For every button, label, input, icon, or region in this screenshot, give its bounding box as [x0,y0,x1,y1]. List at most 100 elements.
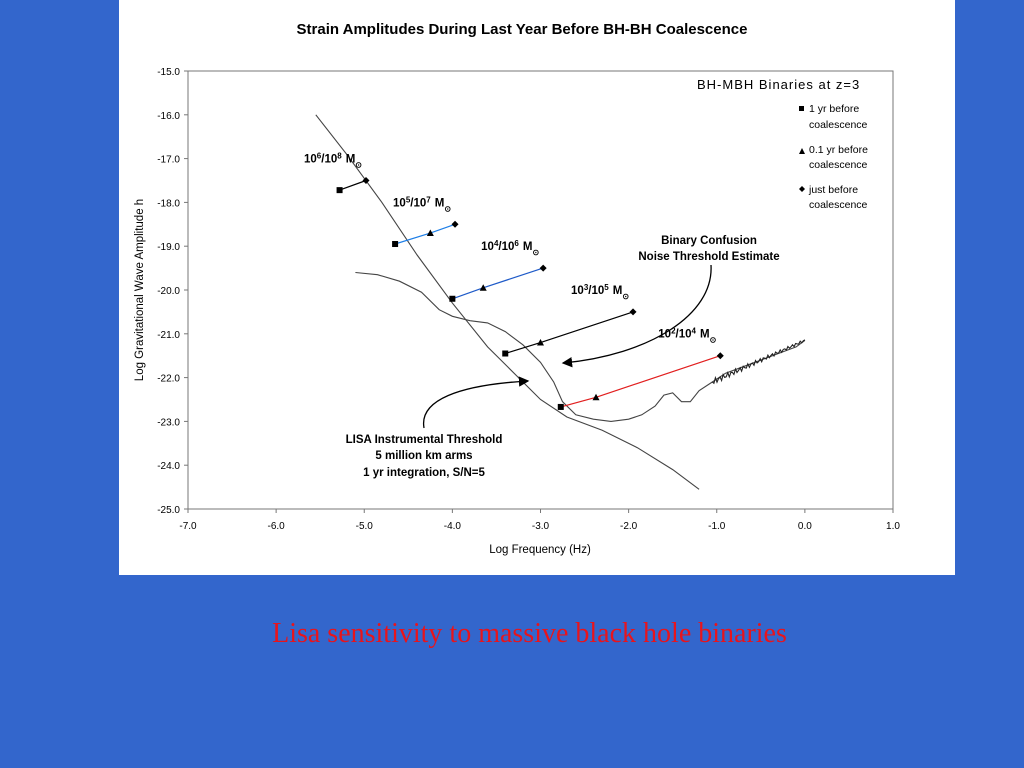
lisa-line3: 1 yr integration, S/N=5 [363,467,485,479]
mass-label-part: M [613,285,623,297]
marker-just-before [629,308,637,316]
mass-label-part: 5 [604,282,609,291]
chart-title: Strain Amplitudes During Last Year Befor… [297,21,748,38]
y-tick-label: -20.0 [157,286,180,297]
lisa-line1: LISA Instrumental Threshold [346,434,503,446]
mass-label-part: /10 [588,285,604,297]
x-tick-label: -7.0 [179,521,197,532]
legend-title: BH-MBH Binaries at z=3 [697,77,860,92]
mass-label-series-2: 105/107 M⊙ [393,195,451,213]
y-axis-label: Log Gravitational Wave Amplitude h [134,199,146,381]
y-tick-label: -21.0 [157,330,180,341]
sun-symbol: ⊙ [532,248,539,257]
mass-label-part: 3 [584,282,589,291]
marker-0.1yr [592,393,600,401]
y-tick-label: -23.0 [157,417,180,428]
legend: BH-MBH Binaries at z=3 1 yr before coale… [697,77,868,211]
y-tick-label: -18.0 [157,198,180,209]
confusion-wiggle-tail [711,339,806,385]
y-tick-label: -22.0 [157,374,180,385]
lisa-arrow [423,376,530,429]
marker-1yr [502,350,509,357]
x-tick-label: -3.0 [532,521,550,532]
marker-1yr [336,187,343,194]
confusion-annotation: Binary Confusion Noise Threshold Estimat… [561,235,780,368]
marker-0.1yr [426,229,434,237]
legend-square-marker [799,106,804,111]
mass-label-part: 4 [494,239,499,248]
confusion-arrow [561,264,712,368]
marker-0.1yr [479,284,487,291]
slide-caption: Lisa sensitivity to massive black hole b… [272,618,787,649]
mass-label-part: 6 [317,151,322,160]
legend-triangle-marker [799,148,805,154]
legend-entry-1-line1: 1 yr before [809,103,859,115]
marker-just-before [716,352,724,360]
sun-symbol: ⊙ [710,335,717,344]
legend-entry-2-line1: 0.1 yr before [809,144,868,156]
y-tick-label: -25.0 [157,505,180,516]
y-tick-label: -15.0 [157,67,180,78]
mass-label-part: 10 [481,241,494,253]
lisa-threshold-curve [315,114,700,490]
mass-label-part: 10 [304,154,317,166]
y-tick-label: -19.0 [157,242,180,253]
confusion-line2: Noise Threshold Estimate [638,251,779,263]
chart-panel: Strain Amplitudes During Last Year Befor… [119,0,955,575]
sun-symbol: ⊙ [622,291,629,300]
mass-label-part: M [346,154,356,166]
track-line-series-1 [339,179,367,191]
mass-label-part: 8 [337,151,342,160]
x-tick-label: -1.0 [708,521,726,532]
y-tick-label: -24.0 [157,461,180,472]
y-tick-label: -17.0 [157,155,180,166]
track-line-series-4 [505,311,634,355]
x-axis-label: Log Frequency (Hz) [489,544,591,556]
x-tick-label: 1.0 [886,521,900,532]
x-tick-label: -5.0 [356,521,374,532]
mass-label-part: /10 [498,241,514,253]
mass-label-series-5: 102/104 M⊙ [658,326,716,344]
legend-entry-1-line2: coalescence [809,119,868,131]
mass-label-part: /10 [410,197,426,209]
marker-just-before [362,177,370,184]
marker-0.1yr [537,339,544,346]
mass-label-part: M [435,197,445,209]
marker-just-before [539,264,547,272]
mass-label-part: 10 [571,285,584,297]
confusion-line1: Binary Confusion [661,235,757,247]
track-line-series-5 [560,355,721,408]
legend-entry-2-line2: coalescence [809,159,868,171]
mass-label-series-3: 104/106 M⊙ [481,239,539,257]
lisa-line2: 5 million km arms [375,450,472,462]
mass-label-part: M [700,329,710,341]
mass-label-part: /10 [676,329,692,341]
mass-label-part: 10 [393,197,406,209]
x-tick-label: 0.0 [798,521,812,532]
marker-1yr [449,295,456,302]
x-tick-label: -4.0 [444,521,462,532]
x-tick-label: -6.0 [268,521,286,532]
legend-entry-3-line2: coalescence [809,199,868,211]
mass-label-series-4: 103/105 M⊙ [571,282,629,300]
mass-label-part: /10 [321,154,337,166]
confusion-noise-curve [355,271,806,422]
y-tick-label: -16.0 [157,111,180,122]
legend-diamond-marker [799,186,805,192]
x-tick-label: -2.0 [620,521,638,532]
mass-label-series-1: 106/108 M⊙ [304,151,362,169]
legend-entry-3-line1: just before [808,184,858,196]
mass-label-part: M [523,241,533,253]
marker-just-before [451,220,459,228]
marker-1yr [557,403,564,410]
mass-label-part: 7 [426,195,431,204]
mass-label-part: 6 [514,239,519,248]
marker-1yr [392,241,399,248]
track-line-series-2 [394,223,456,245]
mass-label-part: 2 [671,326,676,335]
mass-label-part: 4 [692,326,697,335]
sun-symbol: ⊙ [444,204,451,213]
plot-area [187,70,894,510]
track-line-series-3 [452,267,544,300]
lisa-annotation: LISA Instrumental Threshold 5 million km… [346,376,530,479]
